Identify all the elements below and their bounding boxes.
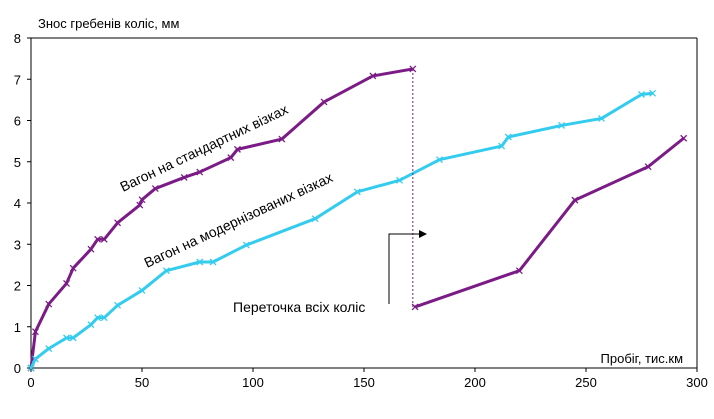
x-tick-label: 100 [242, 375, 264, 390]
data-point-marker [69, 334, 77, 342]
data-point-marker [27, 364, 35, 372]
data-point-marker [151, 185, 159, 193]
data-point-marker [649, 89, 657, 97]
data-point-marker [114, 301, 122, 309]
data-point-marker [69, 264, 77, 272]
reprofile-arrow [388, 233, 421, 304]
x-tick-label: 250 [575, 375, 597, 390]
y-tick-label: 1 [14, 320, 21, 335]
series-line-1 [29, 91, 653, 369]
data-point-marker [100, 235, 108, 243]
x-tick-label: 50 [135, 375, 149, 390]
data-point-marker [63, 334, 70, 342]
series-line-0 [29, 67, 414, 369]
series-label-modern: Вагон на модернізованих візках [142, 169, 336, 271]
y-tick-label: 2 [14, 279, 21, 294]
data-point-marker [234, 145, 241, 153]
data-point-marker [45, 300, 53, 308]
data-point-marker [94, 235, 102, 243]
x-tick-label: 300 [686, 375, 708, 390]
series-line-2 [414, 137, 685, 309]
data-point-marker [100, 314, 108, 322]
data-point-marker [353, 188, 361, 196]
x-tick-label: 150 [353, 375, 375, 390]
data-point-marker [436, 156, 443, 164]
x-tick-label: 0 [27, 375, 34, 390]
data-point-marker [196, 258, 204, 266]
y-tick-label: 5 [14, 155, 21, 170]
y-tick-label: 0 [14, 361, 21, 376]
y-tick-label: 6 [14, 114, 21, 129]
y-tick-label: 8 [14, 31, 21, 46]
data-point-marker [209, 258, 217, 266]
reprofile-arrowhead-icon [419, 230, 427, 238]
data-point-marker [196, 168, 204, 176]
data-point-marker [138, 196, 146, 204]
data-point-marker [227, 154, 235, 162]
data-point-marker [63, 279, 70, 287]
data-point-marker [87, 245, 95, 253]
data-point-marker [571, 196, 579, 204]
series-label-standard: Вагон на стандартних візках [117, 101, 290, 195]
data-point-marker [31, 328, 39, 336]
data-point-marker [504, 133, 512, 141]
y-tick-label: 4 [14, 196, 21, 211]
data-point-marker [396, 176, 403, 184]
y-tick-label: 7 [14, 72, 21, 87]
series-layer [27, 65, 688, 372]
data-point-marker [87, 321, 95, 329]
y-axis-title: Знос гребенів коліс, мм [38, 16, 179, 31]
axes [30, 37, 698, 369]
data-point-marker [31, 355, 39, 363]
data-point-marker [242, 241, 250, 249]
data-point-marker [558, 121, 566, 129]
data-point-marker [680, 134, 688, 142]
data-point-marker [138, 286, 146, 294]
y-axis-ticks: 0 1 2 3 4 5 6 7 8 [14, 31, 31, 376]
x-axis-title: Пробіг, тис.км [601, 351, 684, 366]
data-point-marker [515, 267, 523, 275]
data-point-marker [45, 345, 53, 353]
x-tick-label: 200 [464, 375, 486, 390]
data-point-marker [644, 163, 652, 171]
data-point-marker [162, 267, 170, 275]
data-point-marker [180, 173, 188, 181]
data-point-marker [369, 72, 377, 80]
data-point-marker [638, 91, 645, 98]
data-point-marker [278, 135, 286, 143]
y-tick-label: 3 [14, 237, 21, 252]
reprofile-annotation: Переточка всіх коліс [233, 299, 365, 315]
x-axis-ticks: 0 50 100 150 200 250 300 [27, 368, 708, 390]
data-point-marker [136, 201, 144, 209]
data-point-marker [114, 219, 122, 227]
data-point-marker [598, 114, 605, 122]
data-point-marker [94, 314, 102, 322]
data-point-marker [320, 98, 328, 106]
data-point-marker [311, 215, 319, 223]
data-point-marker [498, 142, 506, 150]
